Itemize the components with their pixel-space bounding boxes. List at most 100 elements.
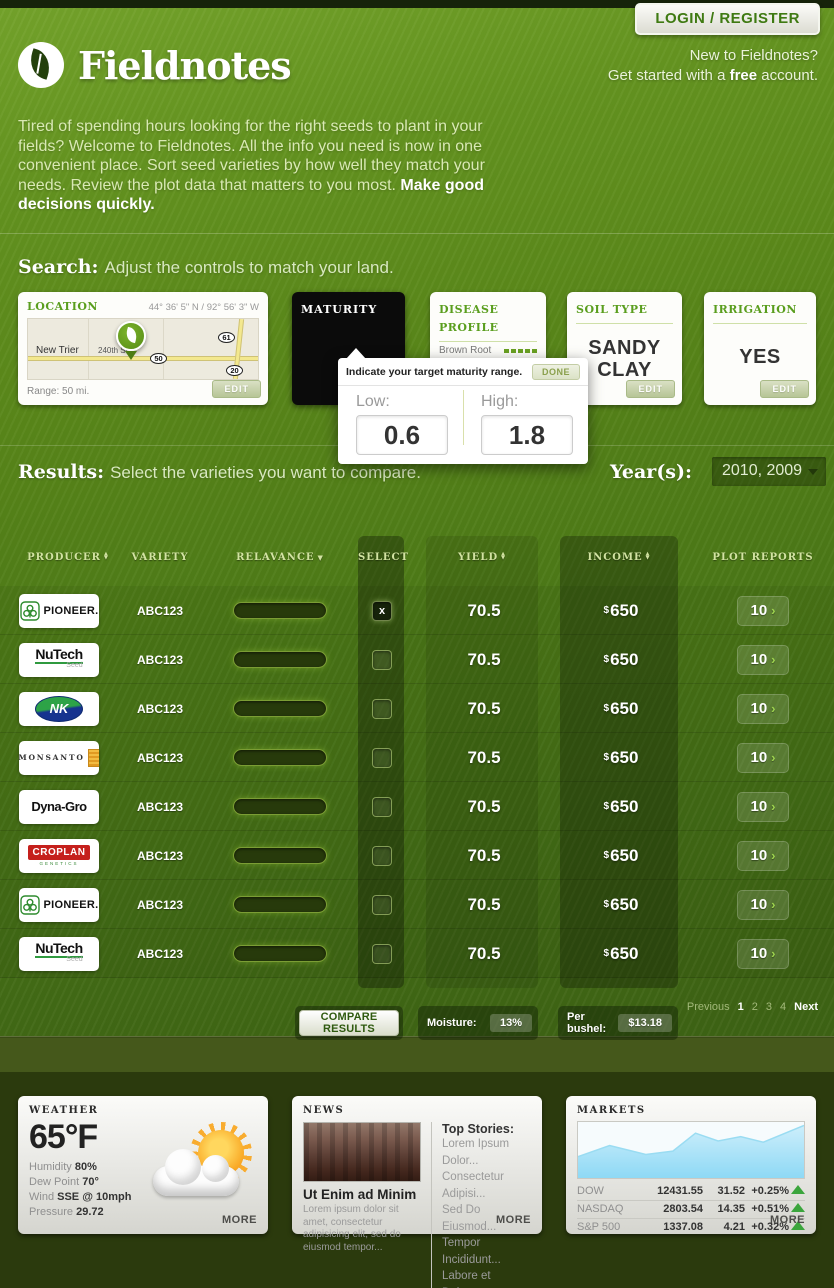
market-index-row: S&P 500 1337.08 4.21 +0.32% [577,1218,805,1236]
income-value: $650 [603,747,639,767]
producer-logo-pioneer[interactable]: PIONEER. [19,887,99,922]
table-header-row: PRODUCER ▲ ▼ VARIETY RELAVANCE ▼ SELECT YIE… [0,552,834,578]
plot-reports-button[interactable]: 10 › [737,840,789,871]
map-street-line [163,319,164,379]
producer-logo-pioneer[interactable]: PIONEER. [19,593,99,628]
weather-detail-row: Wind SSE @ 10mph [29,1191,132,1203]
per-bushel-panel: Per bushel: $13.18 [558,1006,678,1040]
map-street-line [88,319,89,379]
years-dropdown[interactable]: 2010, 2009 [712,457,826,486]
login-register-button[interactable]: LOGIN / REGISTER [635,3,820,35]
pagination-page-1[interactable]: 1 [737,1001,744,1013]
select-checkbox[interactable] [372,796,392,817]
per-bushel-value-badge[interactable]: $13.18 [618,1014,672,1032]
producer-logo-monsanto[interactable]: MONSANTO [19,740,99,775]
plot-reports-button[interactable]: 10 › [737,938,789,969]
pagination-page-3[interactable]: 3 [765,1001,773,1013]
header-yield-sort[interactable]: YIELD ▲ ▼ [457,551,506,564]
chevron-right-icon: › [771,799,776,814]
select-checkbox[interactable] [372,698,392,719]
weather-more-link[interactable]: MORE [222,1214,257,1226]
index-value: 2803.54 [663,1203,703,1215]
yield-value: 70.5 [467,649,501,669]
plot-reports-button[interactable]: 10 › [737,595,789,626]
producer-logo-nutech[interactable]: NuTech Seed [19,936,99,971]
pagination-previous[interactable]: Previous [686,1001,730,1013]
location-map[interactable]: New Trier 240th St E 50 61 20 [27,318,259,380]
header-select: SELECT [358,552,409,563]
pagination-next[interactable]: Next [794,1001,818,1013]
pagination-page-4[interactable]: 4 [780,1001,787,1013]
location-range: Range: 50 mi. [27,386,90,397]
story-link[interactable]: Lorem Ipsum Dolor... [442,1138,510,1167]
story-link[interactable]: Labore et Dolore... [442,1270,491,1288]
header-income-sort[interactable]: INCOME ▲ ▼ [587,551,651,564]
top-strip [0,0,834,8]
markets-area-chart [577,1121,805,1179]
variety-cell: ABC123 [136,799,184,814]
producer-logo-dynagro[interactable]: Dyna-Gro [19,789,99,824]
low-value-input[interactable]: 0.6 [356,415,448,455]
top-stories-list: Lorem Ipsum Dolor... Consectetur Adipisi.… [442,1136,531,1288]
compare-panel: COMPARE RESULTS [295,1006,403,1040]
markets-title: MARKETS [577,1105,646,1116]
select-checkbox[interactable] [372,845,392,866]
done-button[interactable]: DONE [531,364,580,380]
relevance-bar [233,602,327,619]
chevron-right-icon: › [771,652,776,667]
news-more-link[interactable]: MORE [496,1214,531,1226]
yield-value: 70.5 [467,894,501,914]
yield-value: 70.5 [467,943,501,963]
fieldnotes-leaf-icon [18,42,64,88]
results-heading: Results: Select the varieties you want to… [18,461,421,483]
select-checkbox[interactable]: x [372,600,392,621]
producer-logo-nk[interactable]: NK [19,691,99,726]
yield-column-highlight [426,536,538,988]
plot-reports-button[interactable]: 10 › [737,644,789,675]
story-link[interactable]: Consectetur Adipisi... [442,1171,505,1200]
markets-more-link[interactable]: MORE [770,1214,805,1226]
header-producer-sort[interactable]: PRODUCER ▲ ▼ [27,551,109,564]
weather-widget: WEATHER 65°F Humidity 80% Dew Point 70° Wi… [18,1096,268,1234]
location-card: LOCATION 44° 36' 5" N / 92° 56' 3" W New… [18,292,268,405]
moisture-value-badge[interactable]: 13% [489,1014,532,1032]
plot-reports-button[interactable]: 10 › [737,889,789,920]
high-value-input[interactable]: 1.8 [481,415,573,455]
select-checkbox[interactable] [372,747,392,768]
soil-edit-button[interactable]: EDIT [626,380,675,398]
popup-title: Indicate your target maturity range. [346,366,523,378]
select-checkbox[interactable] [372,943,392,964]
select-checkbox[interactable] [372,894,392,915]
index-name: DOW [577,1185,604,1197]
yield-value: 70.5 [467,600,501,620]
story-link[interactable]: Sed Do Eiusmod... [442,1204,497,1233]
income-value: $650 [603,649,639,669]
teaser-line1: New to Fieldnotes? [689,47,818,64]
market-index-row: NASDAQ 2803.54 14.35 +0.51% [577,1200,805,1218]
plot-reports-button[interactable]: 10 › [737,791,789,822]
location-edit-button[interactable]: EDIT [212,380,261,398]
producer-logo-croplan[interactable]: CROPLAN GENETICS [19,838,99,873]
header-relevance-sort[interactable]: RELAVANCE ▼ [236,552,324,563]
relevance-bar [233,798,327,815]
producer-logo-nutech[interactable]: NuTech Seed [19,642,99,677]
pagination-page-2[interactable]: 2 [751,1001,758,1013]
soil-title: SOIL TYPE [576,303,648,316]
results-label: Results: [18,461,105,483]
up-arrow-icon [789,1201,805,1218]
table-row: CROPLAN GENETICS ABC123 70.5 $650 10 › [0,831,834,880]
irrigation-edit-button[interactable]: EDIT [760,380,809,398]
sort-icon: ▲ ▼ [501,551,506,561]
plot-reports-button[interactable]: 10 › [737,742,789,773]
compare-results-button[interactable]: COMPARE RESULTS [299,1010,399,1036]
select-checkbox[interactable] [372,649,392,670]
story-link[interactable]: Tempor Incididunt... [442,1237,501,1266]
income-value: $650 [603,845,639,865]
index-percent: +0.25% [751,1185,789,1197]
variety-cell: ABC123 [136,897,184,912]
plot-reports-button[interactable]: 10 › [737,693,789,724]
table-row: PIONEER. ABC123 70.5 $650 10 › [0,880,834,929]
news-headline[interactable]: Ut Enim ad Minim [303,1187,417,1202]
disease-row: Brown Root [439,345,537,356]
top-stories-title: Top Stories: [442,1122,514,1136]
